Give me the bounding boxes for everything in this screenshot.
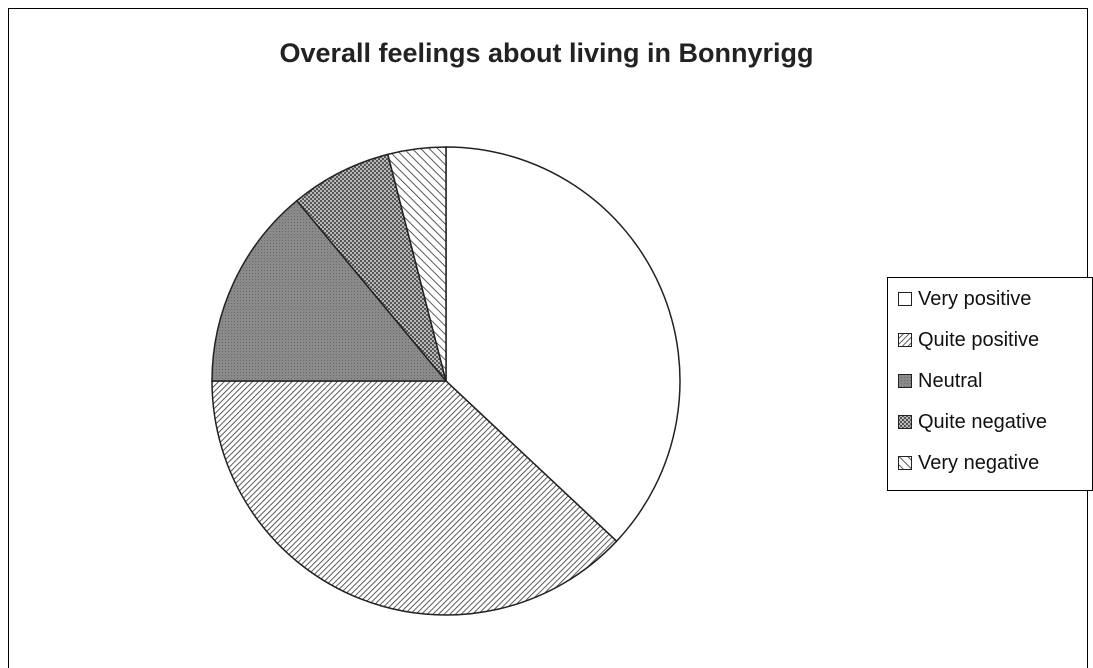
pie-slice-quite-positive xyxy=(211,380,618,616)
pie-slice-neutral xyxy=(211,199,448,382)
pie-slice-very-positive xyxy=(445,146,681,543)
legend-label: Very positive xyxy=(918,287,1032,310)
legend-swatch xyxy=(898,415,912,429)
legend-item-neutral: Neutral xyxy=(898,366,982,396)
legend-label: Very negative xyxy=(918,451,1040,474)
pie-slice-very-negative xyxy=(386,146,447,382)
legend-item-quite-negative: Quite negative xyxy=(898,407,1047,437)
pie-slice-quite-negative xyxy=(295,153,447,382)
legend-swatch xyxy=(898,292,912,306)
pie-slices xyxy=(211,146,681,616)
legend-item-quite-positive: Quite positive xyxy=(898,325,1039,355)
legend-item-very-positive: Very positive xyxy=(898,284,1031,314)
legend-swatch xyxy=(898,374,912,388)
chart-title: Overall feelings about living in Bonnyri… xyxy=(279,38,814,68)
legend-label: Quite positive xyxy=(918,328,1040,351)
legend: Very positive Quite positive Neutral Quite … xyxy=(887,277,1093,491)
legend-swatch xyxy=(898,456,912,470)
legend-label: Neutral xyxy=(918,369,983,392)
legend-swatch xyxy=(898,333,912,347)
legend-label: Quite negative xyxy=(918,410,1047,433)
legend-item-very-negative: Very negative xyxy=(898,448,1039,478)
